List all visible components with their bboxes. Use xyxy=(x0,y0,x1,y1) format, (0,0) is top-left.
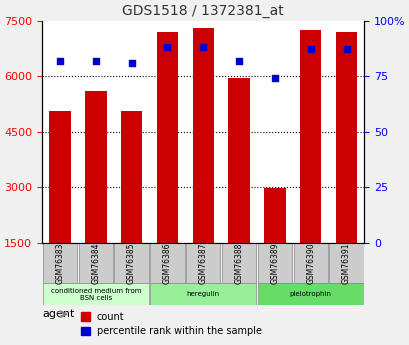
Point xyxy=(307,47,313,52)
Text: percentile rank within the sample: percentile rank within the sample xyxy=(97,326,261,336)
Bar xyxy=(121,111,142,243)
Text: GSM76385: GSM76385 xyxy=(127,243,136,284)
FancyBboxPatch shape xyxy=(43,284,148,305)
Point xyxy=(56,58,63,63)
Title: GDS1518 / 1372381_at: GDS1518 / 1372381_at xyxy=(122,4,283,18)
Bar xyxy=(335,32,357,243)
FancyBboxPatch shape xyxy=(257,243,291,284)
FancyBboxPatch shape xyxy=(150,243,184,284)
Text: GSM76384: GSM76384 xyxy=(91,243,100,284)
Text: heregulin: heregulin xyxy=(186,291,219,297)
Bar xyxy=(228,78,249,243)
FancyBboxPatch shape xyxy=(79,243,113,284)
Point xyxy=(200,45,206,50)
Bar xyxy=(49,111,70,243)
Bar xyxy=(299,30,321,243)
Point xyxy=(128,60,135,66)
Text: GSM76390: GSM76390 xyxy=(306,243,315,284)
Bar xyxy=(81,312,90,321)
Text: conditioned medium from
BSN cells: conditioned medium from BSN cells xyxy=(50,288,141,301)
Bar xyxy=(263,188,285,243)
Point xyxy=(271,76,278,81)
Text: pleiotrophin: pleiotrophin xyxy=(289,291,331,297)
Point xyxy=(164,45,170,50)
Text: GSM76389: GSM76389 xyxy=(270,243,279,284)
Bar xyxy=(192,28,213,243)
Text: GSM76386: GSM76386 xyxy=(162,243,171,284)
FancyBboxPatch shape xyxy=(114,243,148,284)
FancyBboxPatch shape xyxy=(293,243,327,284)
Point xyxy=(342,47,349,52)
FancyBboxPatch shape xyxy=(186,243,220,284)
Text: count: count xyxy=(97,312,124,322)
Point xyxy=(92,58,99,63)
FancyBboxPatch shape xyxy=(150,284,256,305)
Text: agent: agent xyxy=(42,309,74,319)
Text: GSM76388: GSM76388 xyxy=(234,243,243,284)
Bar xyxy=(81,327,90,335)
Text: GSM76387: GSM76387 xyxy=(198,243,207,284)
Text: GSM76383: GSM76383 xyxy=(55,243,64,284)
FancyBboxPatch shape xyxy=(257,284,363,305)
FancyBboxPatch shape xyxy=(43,243,77,284)
FancyBboxPatch shape xyxy=(328,243,363,284)
Point xyxy=(235,58,242,63)
Text: GSM76391: GSM76391 xyxy=(341,243,350,284)
Bar xyxy=(156,32,178,243)
FancyBboxPatch shape xyxy=(221,243,256,284)
Bar xyxy=(85,91,106,243)
